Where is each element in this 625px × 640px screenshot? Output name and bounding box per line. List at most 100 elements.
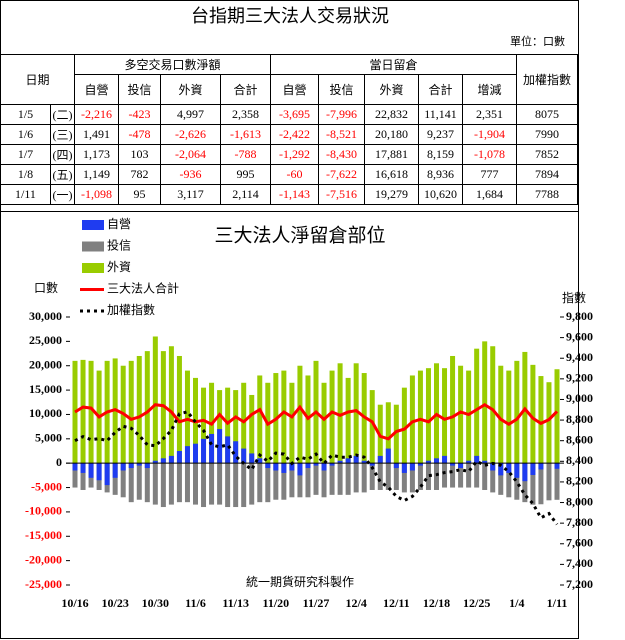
bar (409, 463, 415, 471)
bar (217, 429, 223, 464)
table-cell: 782 (118, 164, 161, 185)
bar (417, 463, 423, 490)
table-cell: 合計 (418, 74, 463, 105)
bar (554, 369, 560, 464)
legend-swatch (82, 220, 104, 230)
x-tick-label: 10/23 (101, 596, 128, 610)
bar (377, 455, 383, 464)
footer: 統一期貨研究科製作 (246, 574, 354, 589)
table-cell: -1,613 (220, 124, 271, 145)
x-tick-label: 11/20 (262, 596, 289, 610)
bar (233, 390, 239, 464)
bar (498, 463, 504, 495)
bar (329, 463, 335, 466)
bar (104, 463, 110, 486)
y2-tick-label: 8,600 (566, 432, 593, 446)
bar (345, 458, 351, 464)
y2-tick-label: 7,800 (566, 515, 593, 529)
bar (233, 441, 239, 464)
y2-tick-label: 9,000 (566, 391, 593, 405)
bar (233, 463, 239, 508)
bar (321, 382, 327, 464)
bar (273, 463, 279, 500)
bar (297, 365, 303, 464)
bar (482, 341, 488, 464)
bar (490, 463, 496, 493)
table-cell: (一) (50, 184, 75, 205)
bar (128, 463, 134, 503)
table-cell: 10,620 (418, 184, 463, 205)
bar (466, 370, 472, 464)
bar (530, 463, 536, 475)
table-cell: 3,117 (160, 184, 221, 205)
bar (176, 463, 182, 503)
bar (458, 463, 464, 488)
bar (474, 455, 480, 464)
bar (152, 463, 158, 505)
bar (450, 463, 456, 466)
bar (442, 368, 448, 464)
y-tick-label: 10,000 (29, 406, 62, 420)
table-cell: 合計 (220, 74, 271, 105)
bar (353, 363, 359, 464)
y2-tick-label: 8,400 (566, 453, 593, 467)
y2-tick-label: 9,400 (566, 350, 593, 364)
bar (514, 360, 520, 464)
bar (361, 463, 367, 493)
chart-title: 三大法人淨留倉部位 (214, 224, 385, 246)
bar (337, 460, 343, 464)
bar (209, 433, 215, 464)
bar (498, 365, 504, 464)
y2-tick-label: 9,600 (566, 329, 593, 343)
bar (393, 463, 399, 490)
bar (530, 364, 536, 464)
table-title: 台指期三大法人交易狀況 (191, 6, 389, 26)
bar (474, 463, 480, 488)
x-tick-label: 1/11 (547, 596, 568, 610)
legend-label: 加權指數 (107, 302, 155, 317)
bar (225, 463, 231, 508)
bar (337, 363, 343, 464)
bar (490, 463, 496, 471)
y-tick-label: -20,000 (25, 552, 62, 566)
table-cell: 1/5 (0, 104, 51, 125)
y2-tick-label: 9,800 (566, 309, 593, 323)
table-cell: 7990 (516, 124, 578, 145)
frame (0, 0, 579, 639)
table-cell: -1,098 (74, 184, 119, 205)
bar (377, 463, 383, 490)
bar (409, 463, 415, 493)
bar (112, 463, 118, 495)
bar (345, 463, 351, 495)
bar (434, 463, 439, 490)
table-cell: -8,430 (318, 144, 365, 165)
bar (369, 463, 375, 490)
table-cell: 1,149 (74, 164, 119, 185)
bar (369, 390, 375, 464)
x-tick-label: 1/4 (509, 596, 524, 610)
y-tick-label: -15,000 (25, 528, 62, 542)
table-cell: 7894 (516, 164, 578, 185)
bar (417, 463, 423, 466)
x-tick-label: 10/30 (142, 596, 169, 610)
table-cell: 1/11 (0, 184, 51, 205)
y-tick-label: -5,000 (31, 479, 62, 493)
bar (241, 448, 247, 464)
bar (345, 377, 351, 464)
bar (168, 346, 174, 464)
bar (401, 463, 407, 493)
y-tick-label: -10,000 (25, 504, 62, 518)
y2-tick-label: 9,200 (566, 371, 593, 385)
y-axis-label: 口數 (34, 281, 58, 295)
x-tick-label: 12/11 (383, 596, 410, 610)
y2-axis-label: 指數 (562, 290, 586, 305)
sum-line (74, 402, 559, 441)
bar (466, 463, 472, 488)
y2-tick-label: 8,800 (566, 412, 593, 426)
y-tick-label: 0 (56, 455, 62, 469)
table-cell: 2,114 (220, 184, 271, 205)
bar (72, 360, 78, 464)
bar (305, 463, 311, 498)
y2-tick-label: 8,200 (566, 474, 593, 488)
